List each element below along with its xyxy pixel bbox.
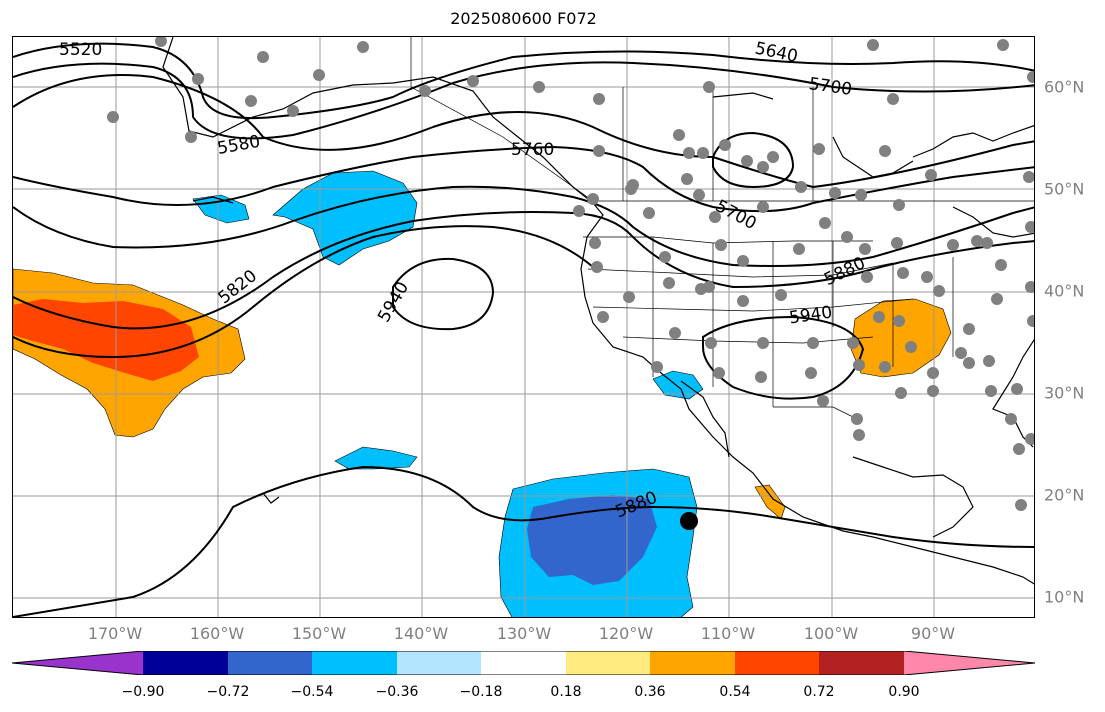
contour-label-5940: 5940	[374, 278, 413, 325]
positive-anomaly-region	[850, 298, 952, 378]
colorbar-tick: −0.54	[290, 684, 334, 700]
lat-label: 40°N	[1044, 281, 1085, 301]
colorbar-tick: 0.90	[888, 684, 920, 700]
lat-label: 60°N	[1044, 77, 1085, 97]
lon-label: 90°W	[910, 624, 956, 643]
colorbar-segment	[650, 651, 735, 675]
storm-center-marker	[680, 512, 698, 530]
colorbar	[12, 651, 1036, 675]
colorbar-segment	[566, 651, 650, 675]
strong-positive-anomaly-region	[13, 299, 199, 381]
map-panel: 5520 5580 5640 5700 5700 5760 5820 5880 …	[12, 36, 1035, 618]
lat-label: 30°N	[1044, 383, 1085, 403]
colorbar-segment	[228, 651, 312, 675]
colorbar-segment	[143, 651, 228, 675]
political-boundaries	[410, 37, 1034, 418]
map-title: 2025080600 F072	[450, 9, 597, 28]
height-contours	[13, 42, 1034, 617]
lon-label: 120°W	[598, 624, 654, 643]
lat-label: 20°N	[1044, 485, 1085, 505]
colorbar-tick: −0.72	[206, 684, 250, 700]
colorbar-segment	[397, 651, 481, 675]
negative-anomaly-region	[272, 170, 418, 266]
colorbar-segment	[819, 651, 904, 675]
lon-label: 110°W	[700, 624, 756, 643]
colorbar-tick: −0.36	[375, 684, 419, 700]
colorbar-segment	[481, 651, 566, 675]
lon-label: 130°W	[496, 624, 552, 643]
contour-label-5880: 5880	[821, 253, 869, 290]
strong-negative-anomaly-region	[527, 495, 657, 585]
colorbar-tick: 0.18	[550, 684, 582, 700]
lat-label: 10°N	[1044, 587, 1085, 607]
contour-label-5760: 5760	[511, 140, 554, 160]
positive-anomaly-region	[754, 484, 786, 520]
negative-anomaly-region	[334, 446, 418, 470]
contour-label-5520: 5520	[59, 40, 102, 60]
colorbar-tick: 0.72	[803, 684, 835, 700]
colorbar-segment	[735, 651, 819, 675]
contour-labels: 5520 5580 5640 5700 5700 5760 5820 5880 …	[59, 38, 869, 522]
station-markers	[107, 37, 1034, 511]
colorbar-segment	[12, 651, 143, 675]
lon-label: 170°W	[87, 624, 143, 643]
lon-label: 140°W	[393, 624, 449, 643]
contour-label-5820: 5820	[215, 266, 261, 308]
contour-label-5700: 5700	[808, 74, 854, 100]
colorbar-segment	[904, 651, 1035, 675]
colorbar-segment	[312, 651, 397, 675]
lat-label: 50°N	[1044, 179, 1085, 199]
colorbar-tick: 0.54	[719, 684, 751, 700]
colorbar-tick: −0.18	[459, 684, 503, 700]
lon-label: 150°W	[291, 624, 347, 643]
negative-anomaly-region	[652, 370, 704, 400]
lon-label: 100°W	[803, 624, 859, 643]
map-canvas: 5520 5580 5640 5700 5700 5760 5820 5880 …	[13, 37, 1034, 617]
negative-anomaly-region	[192, 194, 250, 224]
colorbar-tick: 0.36	[634, 684, 666, 700]
contour-label-5940-b: 5940	[788, 303, 834, 329]
contour-label-5640: 5640	[753, 38, 799, 67]
lon-label: 160°W	[189, 624, 245, 643]
colorbar-tick: −0.90	[121, 684, 165, 700]
